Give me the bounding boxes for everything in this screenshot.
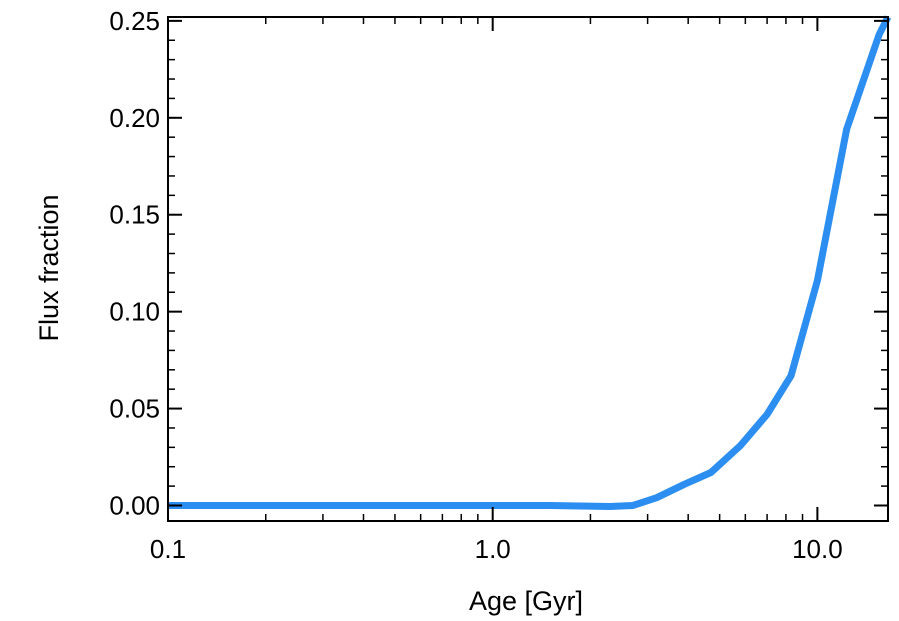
y-tick-label: 0.15 bbox=[109, 200, 160, 230]
y-tick-label: 0.20 bbox=[109, 103, 160, 133]
y-tick-label: 0.00 bbox=[109, 490, 160, 520]
series-line-0 bbox=[168, 15, 892, 510]
x-tick-label: 1.0 bbox=[475, 534, 511, 564]
x-tick-label: 0.1 bbox=[150, 534, 186, 564]
y-tick-label: 0.25 bbox=[109, 6, 160, 36]
plot-area: 0.1 1.0 10.0 0.00 0.05 0.10 0.15 0.20 0.25 bbox=[109, 6, 892, 564]
plot-frame bbox=[167, 16, 889, 522]
y-tick-label: 0.10 bbox=[109, 297, 160, 327]
x-tick-label: 10.0 bbox=[792, 534, 843, 564]
y-tick-label: 0.05 bbox=[109, 394, 160, 424]
y-axis-title: Flux fraction bbox=[34, 194, 64, 341]
x-axis-title: Age [Gyr] bbox=[469, 586, 583, 616]
